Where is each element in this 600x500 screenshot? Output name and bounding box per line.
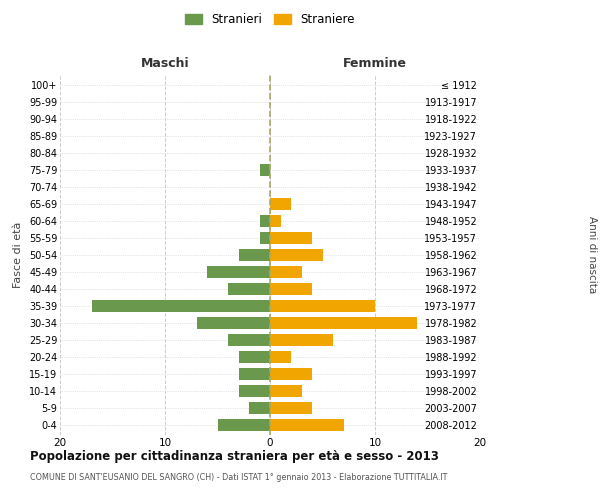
Bar: [270, 232, 312, 244]
Bar: [270, 300, 375, 312]
Bar: [270, 384, 302, 397]
Bar: [260, 164, 270, 176]
Bar: [270, 402, 312, 414]
Y-axis label: Fasce di età: Fasce di età: [13, 222, 23, 288]
Text: COMUNE DI SANT'EUSANIO DEL SANGRO (CH) - Dati ISTAT 1° gennaio 2013 - Elaborazio: COMUNE DI SANT'EUSANIO DEL SANGRO (CH) -…: [30, 472, 448, 482]
Bar: [239, 368, 270, 380]
Bar: [270, 334, 333, 346]
Bar: [260, 215, 270, 227]
Bar: [228, 334, 270, 346]
Bar: [270, 368, 312, 380]
Bar: [270, 266, 302, 278]
Bar: [207, 266, 270, 278]
Bar: [249, 402, 270, 414]
Bar: [270, 418, 343, 431]
Bar: [239, 384, 270, 397]
Bar: [239, 249, 270, 261]
Bar: [239, 351, 270, 363]
Bar: [91, 300, 270, 312]
Bar: [270, 351, 291, 363]
Bar: [270, 249, 323, 261]
Text: Maschi: Maschi: [140, 57, 190, 70]
Bar: [228, 283, 270, 295]
Legend: Stranieri, Straniere: Stranieri, Straniere: [181, 8, 359, 31]
Bar: [260, 232, 270, 244]
Bar: [270, 198, 291, 210]
Bar: [270, 283, 312, 295]
Text: Femmine: Femmine: [343, 57, 407, 70]
Bar: [270, 215, 281, 227]
Text: Popolazione per cittadinanza straniera per età e sesso - 2013: Popolazione per cittadinanza straniera p…: [30, 450, 439, 463]
Bar: [270, 317, 417, 329]
Bar: [197, 317, 270, 329]
Bar: [218, 418, 270, 431]
Text: Anni di nascita: Anni di nascita: [587, 216, 597, 294]
